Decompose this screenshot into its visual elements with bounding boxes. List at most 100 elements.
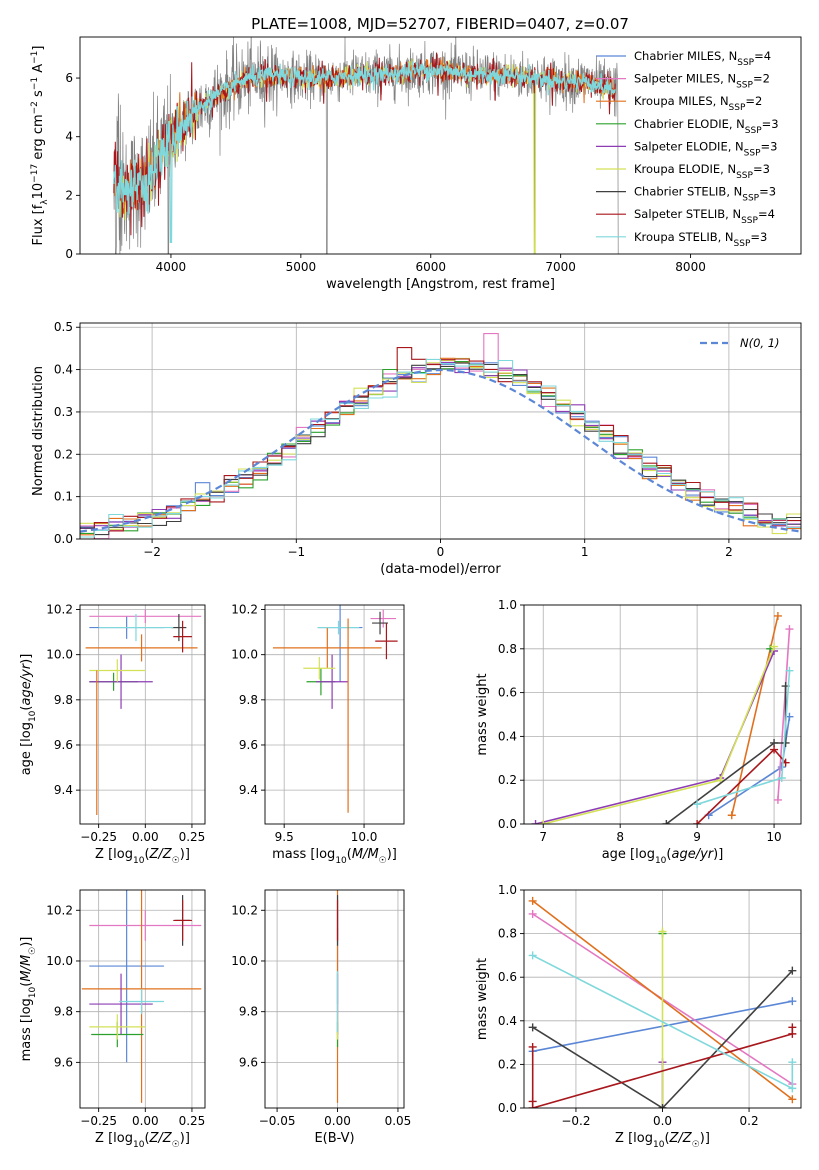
y-tick-label: 10.2 — [46, 903, 73, 917]
plot-area-residuals — [80, 333, 801, 539]
panel-spectrum: 4000 5000 6000 7000 8000 0 2 4 6 wavelength [Angs… — [30, 36, 802, 292]
y-tick-label: 9.8 — [239, 1005, 258, 1019]
errorbar-point — [89, 609, 202, 624]
errorbar-point — [119, 988, 164, 1015]
y-tick-label: 9.6 — [54, 1055, 73, 1069]
weight-line — [532, 970, 793, 1108]
weight-marker — [788, 1023, 797, 1032]
x-tick-label: 0.05 — [385, 1114, 412, 1128]
gaussian-line — [80, 368, 801, 533]
weight-marker — [770, 745, 779, 754]
x-tick-label: 0.25 — [179, 1114, 206, 1128]
plot-area-age-vs-Z — [85, 609, 202, 815]
errorbar-point — [89, 973, 153, 1035]
weight-marker — [693, 820, 702, 824]
axes-frame — [79, 36, 802, 255]
y-tick-label: 0.2 — [54, 447, 73, 461]
errorbar-point — [89, 654, 153, 709]
x-tick-label: −0.25 — [80, 1114, 117, 1128]
x-tick-label: −0.2 — [561, 1114, 590, 1128]
legend-entry: Chabrier ELODIE, NSSP=3 — [634, 117, 779, 136]
y-tick-label: 0.0 — [498, 1101, 517, 1115]
weight-series — [539, 642, 779, 824]
y-tick-label: 10.0 — [231, 954, 258, 968]
figure-title: PLATE=1008, MJD=52707, FIBERID=0407, z=0… — [251, 15, 629, 33]
y-tick-label: 10.0 — [231, 648, 258, 662]
y-axis-label: Flux [fλ10−17 erg cm−2 s−1 A−1] — [30, 46, 50, 246]
x-tick-label: 8000 — [675, 260, 706, 274]
weight-marker — [777, 774, 786, 783]
weight-marker — [539, 820, 548, 824]
errorbar-point — [372, 611, 389, 635]
weight-line — [696, 748, 787, 824]
y-tick-label: 0.1 — [54, 490, 73, 504]
errorbar-point — [316, 654, 349, 709]
y-tick-label: 9.4 — [54, 783, 73, 797]
y-tick-label: 9.6 — [54, 738, 73, 752]
errorbar-point — [272, 627, 382, 669]
y-tick-label: 0.4 — [498, 729, 517, 743]
x-tick-label: 10.0 — [351, 830, 378, 844]
weight-line — [777, 629, 791, 800]
weight-series — [693, 666, 794, 809]
axes-frame — [264, 604, 405, 825]
weight-marker — [773, 795, 782, 804]
x-tick-label: −1 — [287, 545, 305, 559]
weight-marker — [528, 1104, 537, 1108]
weight-marker — [727, 811, 736, 820]
y-tick-label: 0.4 — [498, 1014, 517, 1028]
weight-series — [662, 682, 790, 824]
weight-marker — [788, 1058, 797, 1067]
legend-entry: Kroupa STELIB, NSSP=3 — [634, 230, 767, 249]
y-tick-label: 10.2 — [231, 603, 258, 617]
weight-line — [535, 650, 775, 824]
y-tick-label: 10.2 — [231, 903, 258, 917]
plot-area-age-vs-mass — [272, 605, 398, 813]
x-axis-label: wavelength [Angstrom, rest frame] — [326, 277, 555, 292]
y-tick-label: 0.2 — [498, 773, 517, 787]
y-tick-label: 1.0 — [498, 598, 517, 612]
weight-series — [773, 625, 794, 804]
legend-entry: Chabrier MILES, NSSP=4 — [634, 49, 771, 68]
histogram-step-line — [80, 361, 801, 529]
y-tick-label: 9.8 — [54, 1005, 73, 1019]
x-tick-label: 10 — [766, 830, 781, 844]
y-tick-label: 0.2 — [498, 1057, 517, 1071]
weight-marker — [528, 909, 537, 918]
y-axis-label: Normed distribution — [31, 366, 46, 496]
panel-weight-vs-age: 7 8 9 10 0.0 0.2 0.4 0.6 0.8 1.0 age [log10(age/yr… — [475, 598, 802, 866]
x-tick-label: 2 — [725, 545, 733, 559]
axes-frame — [264, 889, 405, 1109]
y-tick-label: 10.0 — [46, 648, 73, 662]
weight-marker — [658, 1104, 667, 1108]
x-axis-label: age [log10(age/yr)] — [602, 847, 724, 866]
x-tick-label: 4000 — [156, 260, 187, 274]
x-tick-label: 0.2 — [740, 1114, 759, 1128]
weight-marker — [785, 625, 794, 634]
weight-series — [528, 1023, 797, 1108]
errorbar-point — [89, 1014, 146, 1040]
axes-frame — [79, 889, 206, 1109]
panel-mass-vs-Z: −0.25 0.00 0.25 9.6 9.8 10.0 10.2 Z [log10(Z/Z☉… — [19, 889, 206, 1150]
x-axis-label: E(B-V) — [314, 1131, 354, 1146]
y-tick-label: 0.4 — [54, 363, 73, 377]
weight-marker — [531, 820, 540, 824]
weight-line — [543, 646, 775, 824]
y-tick-label: 4 — [65, 130, 73, 144]
y-axis-label: mass weight — [475, 673, 490, 755]
x-tick-label: 8 — [616, 830, 624, 844]
x-tick-label: 1 — [581, 545, 589, 559]
y-tick-label: 2 — [65, 188, 73, 202]
axes-frame — [523, 604, 802, 825]
errorbar-point — [303, 656, 336, 680]
y-tick-label: 9.6 — [239, 738, 258, 752]
x-tick-label: 0 — [437, 545, 445, 559]
x-tick-label: 0.00 — [324, 1114, 351, 1128]
x-tick-label: −2 — [143, 545, 161, 559]
panel-age-vs-mass: 9.5 10.0 9.4 9.6 9.8 10.0 10.2 mass [log10(M/M☉… — [231, 603, 405, 866]
x-axis-label: Z [log10(Z/Z☉)] — [615, 1131, 710, 1150]
x-tick-label: 0.00 — [132, 830, 159, 844]
histogram-step-line — [80, 358, 801, 538]
legend-entry: Salpeter STELIB, NSSP=4 — [634, 207, 775, 226]
